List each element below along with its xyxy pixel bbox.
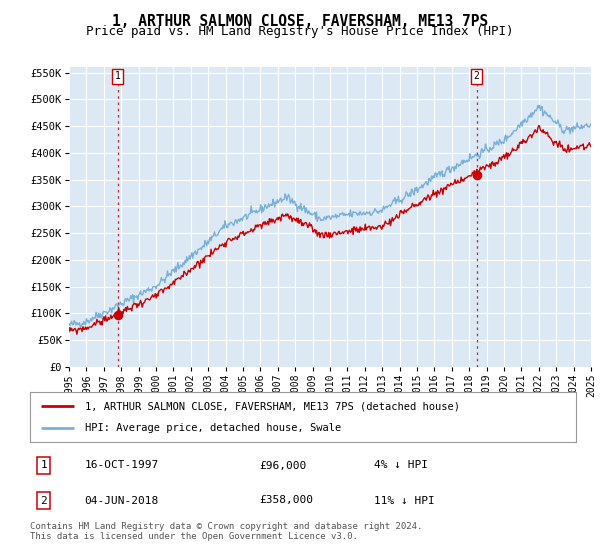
Text: 1: 1 [40, 460, 47, 470]
Text: £96,000: £96,000 [259, 460, 307, 470]
Text: 2: 2 [40, 496, 47, 506]
Text: 2: 2 [473, 71, 479, 81]
Text: Contains HM Land Registry data © Crown copyright and database right 2024.
This d: Contains HM Land Registry data © Crown c… [30, 522, 422, 542]
Point [113, 311, 122, 320]
Text: Price paid vs. HM Land Registry's House Price Index (HPI): Price paid vs. HM Land Registry's House … [86, 25, 514, 38]
Text: HPI: Average price, detached house, Swale: HPI: Average price, detached house, Swal… [85, 423, 341, 433]
Text: 1, ARTHUR SALMON CLOSE, FAVERSHAM, ME13 7PS (detached house): 1, ARTHUR SALMON CLOSE, FAVERSHAM, ME13 … [85, 401, 460, 411]
Text: 1: 1 [115, 71, 121, 81]
Text: 04-JUN-2018: 04-JUN-2018 [85, 496, 159, 506]
Text: 16-OCT-1997: 16-OCT-1997 [85, 460, 159, 470]
Text: 4% ↓ HPI: 4% ↓ HPI [374, 460, 428, 470]
Text: 1, ARTHUR SALMON CLOSE, FAVERSHAM, ME13 7PS: 1, ARTHUR SALMON CLOSE, FAVERSHAM, ME13 … [112, 14, 488, 29]
Text: £358,000: £358,000 [259, 496, 313, 506]
Point [472, 171, 481, 180]
Text: 11% ↓ HPI: 11% ↓ HPI [374, 496, 435, 506]
